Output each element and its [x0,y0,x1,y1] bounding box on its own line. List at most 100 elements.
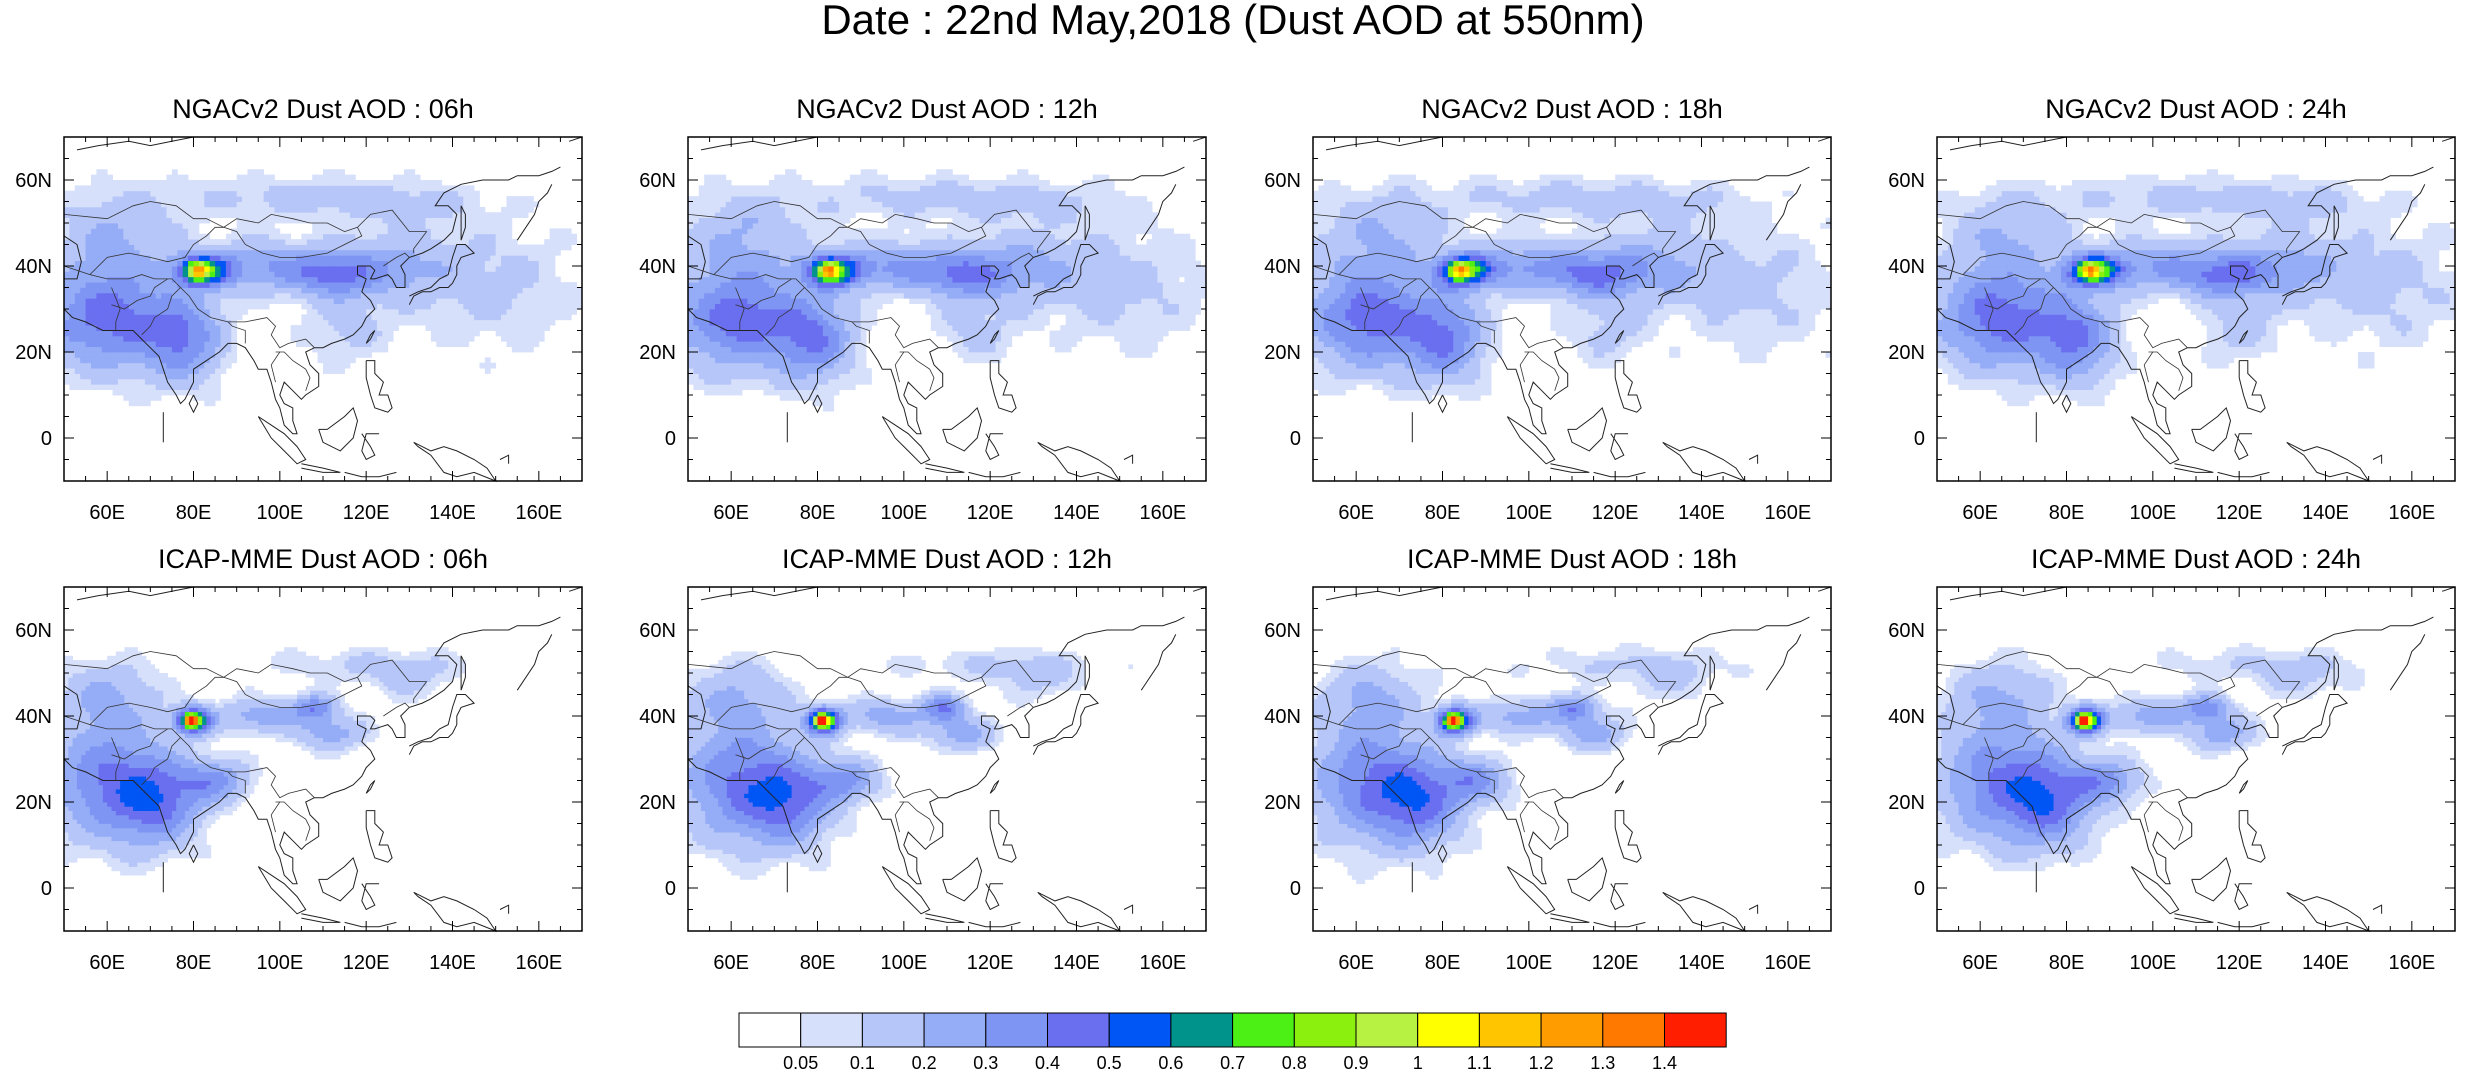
aod-field [1313,174,1832,401]
lat-tick-label: 0 [1290,878,1301,900]
lon-tick-label: 100E [256,502,303,524]
aod-field [1937,642,2365,872]
country-borders [63,651,428,841]
colorbar-swatch [1108,1012,1172,1048]
map-panel: 60E 80E 100E 120E 140E 160E 0 20N 40N 60N [1264,586,1832,974]
lon-tick-label: 140E [1678,952,1725,974]
lon-tick-label: 160E [1764,502,1811,524]
lat-tick-label: 40N [1264,706,1301,728]
lon-tick-label: 120E [2216,502,2263,524]
coastlines [1312,136,1832,483]
colorbar-label: 0.3 [973,1053,998,1071]
lon-tick-label: 80E [1425,502,1461,524]
colorbar-label: 0.6 [1158,1053,1183,1071]
map-panel: 60E 80E 100E 120E 140E 160E 0 20N 40N 60N [15,136,583,524]
colorbar-swatch [1293,1012,1357,1048]
lon-tick-label: 80E [176,952,212,974]
colorbar-swatch [923,1012,987,1048]
lat-tick-label: 60N [1888,620,1925,642]
lat-tick-label: 40N [15,706,52,728]
lat-tick-label: 20N [639,792,676,814]
aod-field [688,169,1207,412]
lon-tick-label: 120E [2216,952,2263,974]
aod-field [688,647,1134,880]
panel-title: ICAP-MME Dust AOD : 24h [1897,544,2466,574]
country-borders [687,651,1052,841]
lon-tick-label: 60E [89,952,125,974]
panel-title: NGACv2 Dust AOD : 12h [648,94,1246,124]
panel-title: NGACv2 Dust AOD : 24h [1897,94,2466,124]
colorbar-swatch [1170,1012,1234,1048]
colorbar-label: 1.3 [1590,1053,1615,1071]
country-borders [1312,651,1677,841]
coastlines [687,586,1207,933]
lon-tick-label: 160E [2388,952,2435,974]
lon-tick-label: 160E [1139,952,1186,974]
colorbar-label: 1.1 [1467,1053,1492,1071]
lat-tick-label: 0 [41,428,52,450]
lon-tick-label: 100E [256,952,303,974]
lat-tick-label: 40N [1888,256,1925,278]
colorbar: 0.05 0.1 0.2 0.3 0.4 0.5 0.6 0.7 0.8 0.9 1 1.1 1.2 1.… [738,1012,1727,1071]
colorbar-label: 0.4 [1035,1053,1060,1071]
aod-field [64,169,583,407]
lon-tick-label: 80E [176,502,212,524]
colorbar-label: 1.4 [1652,1053,1677,1071]
lon-tick-label: 80E [1425,952,1461,974]
lat-tick-label: 60N [639,170,676,192]
lon-tick-label: 60E [89,502,125,524]
lat-tick-label: 40N [639,706,676,728]
lon-tick-label: 60E [1338,952,1374,974]
lat-tick-label: 20N [1264,342,1301,364]
lat-tick-label: 0 [1914,428,1925,450]
colorbar-label: 0.2 [912,1053,937,1071]
figure-title: Date : 22nd May,2018 (Dust AOD at 550nm) [0,0,2466,41]
lat-tick-label: 20N [1264,792,1301,814]
colorbar-swatch [738,1012,802,1048]
colorbar-swatch [861,1012,925,1048]
country-borders [1936,201,2301,391]
colorbar-swatch [1540,1012,1604,1048]
lat-tick-label: 20N [15,342,52,364]
lon-tick-label: 160E [2388,502,2435,524]
aod-field [1937,169,2456,407]
panel-title: ICAP-MME Dust AOD : 18h [1273,544,1871,574]
colorbar-label: 0.9 [1343,1053,1368,1071]
lon-tick-label: 140E [2302,502,2349,524]
colorbar-swatch [1478,1012,1542,1048]
colorbar-swatch [1232,1012,1295,1048]
lon-tick-label: 120E [967,502,1014,524]
lon-tick-label: 60E [1962,502,1998,524]
colorbar-label: 1 [1413,1053,1423,1071]
lon-tick-label: 140E [1678,502,1725,524]
panel-title: ICAP-MME Dust AOD : 12h [648,544,1246,574]
lat-tick-label: 40N [1264,256,1301,278]
country-borders [1312,201,1677,391]
lat-tick-label: 40N [15,256,52,278]
lon-tick-label: 140E [1053,952,1100,974]
colorbar-swatch [800,1012,863,1048]
lat-tick-label: 0 [665,878,676,900]
lon-tick-label: 80E [800,952,836,974]
colorbar-swatch [985,1012,1049,1048]
map-panel: 60E 80E 100E 120E 140E 160E 0 20N 40N 60N [1888,586,2456,974]
colorbar-swatch [1602,1012,1665,1048]
lat-tick-label: 60N [1888,170,1925,192]
colorbar-label: 0.1 [850,1053,875,1071]
map-panel: 60E 80E 100E 120E 140E 160E 0 20N 40N 60N [1888,136,2456,524]
coastlines [63,586,583,933]
lat-tick-label: 20N [1888,342,1925,364]
lon-tick-label: 120E [1592,952,1639,974]
colorbar-swatch [1047,1012,1110,1048]
lon-tick-label: 120E [1592,502,1639,524]
lon-tick-label: 100E [2129,952,2176,974]
lon-tick-label: 60E [713,952,749,974]
coastlines [1936,586,2456,933]
lon-tick-label: 120E [967,952,1014,974]
country-borders [63,201,428,391]
country-borders [1936,651,2301,841]
lat-tick-label: 20N [639,342,676,364]
panel-title: NGACv2 Dust AOD : 18h [1273,94,1871,124]
lat-tick-label: 60N [1264,170,1301,192]
colorbar-swatch [1664,1012,1727,1048]
